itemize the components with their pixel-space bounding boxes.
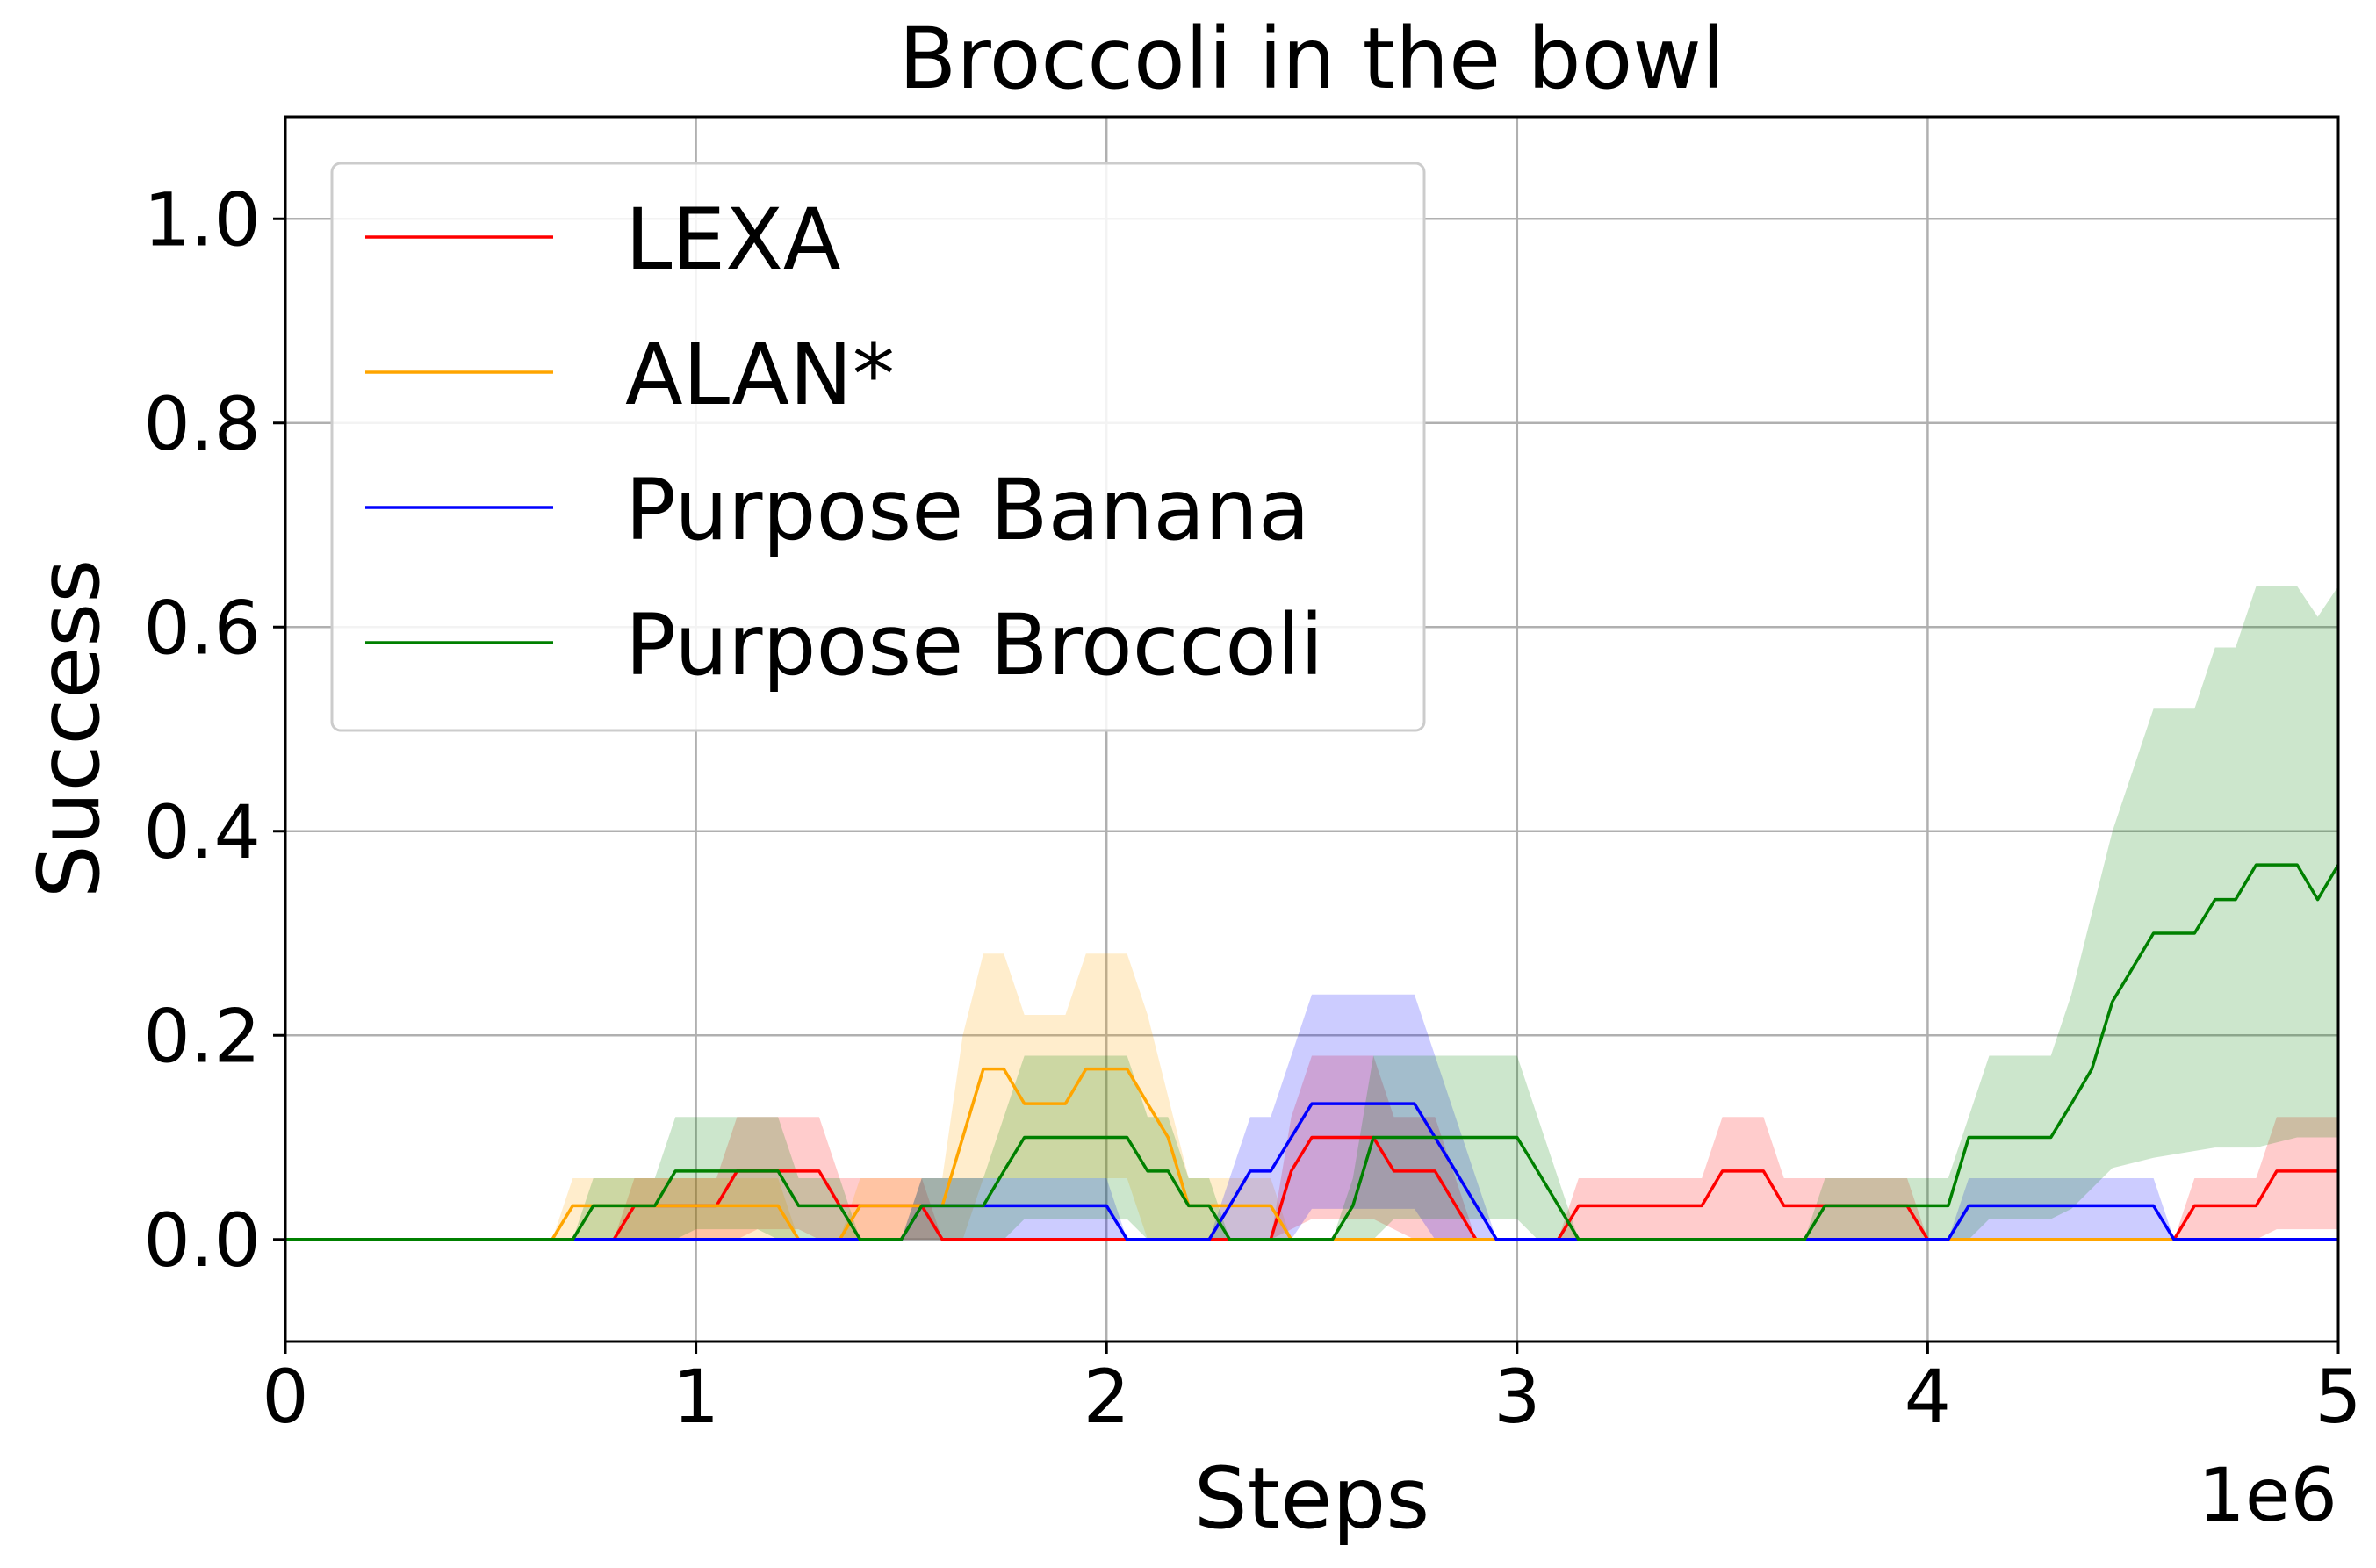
y-tick-label: 1.0	[143, 176, 261, 263]
line-purpose-broccoli	[285, 863, 2340, 1241]
y-tick-label: 0.8	[143, 381, 261, 467]
legend: LEXA ALAN* Purpose Banana Purpose Broccoli	[330, 162, 1426, 732]
legend-label-alan: ALAN*	[625, 326, 895, 424]
confidence-bands	[285, 586, 2338, 1240]
legend-box	[330, 162, 1426, 732]
x-tick-label: 2	[1083, 1354, 1129, 1440]
band-lexa	[285, 1055, 2338, 1240]
y-tick-label: 0.4	[143, 789, 261, 875]
y-tick-label: 0.2	[143, 993, 261, 1079]
chart-title: Broccoli in the bowl	[898, 10, 1724, 108]
legend-label-lexa: LEXA	[625, 191, 841, 289]
x-tick-label: 5	[2315, 1354, 2361, 1440]
band-purpose-banana	[285, 994, 2338, 1240]
y-tick-label: 0.6	[143, 585, 261, 671]
x-offset-label: 1e6	[2198, 1452, 2337, 1538]
y-axis-label: Success	[20, 559, 119, 898]
line-alan	[285, 1067, 2338, 1241]
x-tick-label: 0	[262, 1354, 308, 1440]
y-axis-ticks: 0.0 0.2 0.4 0.6 0.8 1.0	[143, 176, 285, 1284]
legend-label-purpose-banana: Purpose Banana	[625, 461, 1310, 559]
x-tick-label: 1	[673, 1354, 719, 1440]
x-axis-ticks: 0 1 2 3 4 5	[262, 1341, 2362, 1440]
x-axis-label: Steps	[1194, 1449, 1430, 1548]
x-tick-label: 3	[1494, 1354, 1540, 1440]
legend-label-purpose-broccoli: Purpose Broccoli	[625, 596, 1323, 694]
plot-frame	[284, 115, 2340, 1343]
y-tick-label: 0.0	[143, 1198, 261, 1284]
line-purpose-banana	[285, 1102, 2338, 1241]
series-lines	[285, 863, 2340, 1241]
x-tick-label: 4	[1904, 1354, 1951, 1440]
